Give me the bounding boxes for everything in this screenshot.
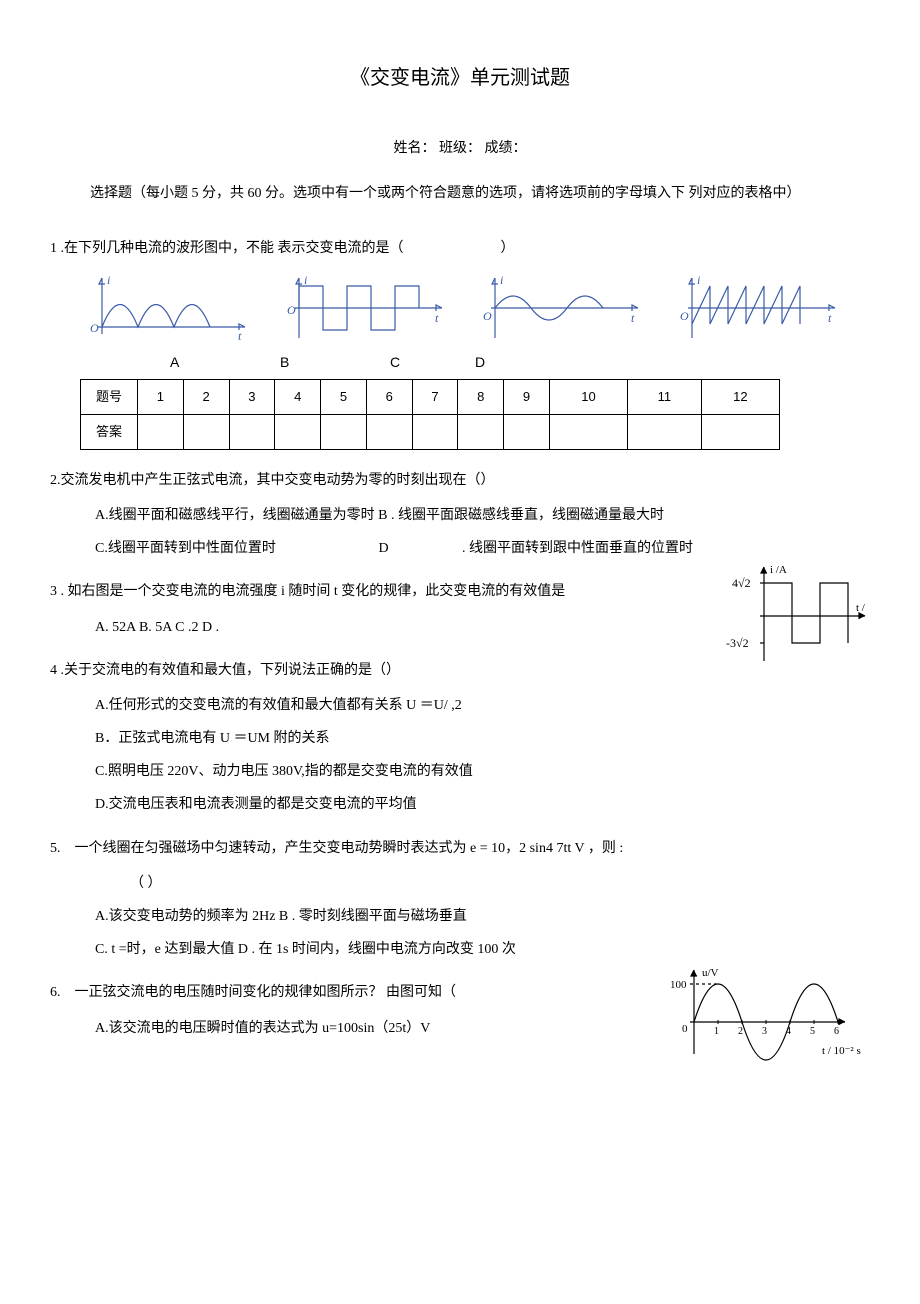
label-d: D (475, 350, 485, 375)
q6-zero: 0 (682, 1023, 688, 1035)
q3-i-label: i /A (770, 564, 787, 576)
instructions: 选择题（每小题 5 分，共 60 分。选项中有一个或两个符合题意的选项，请将选项… (90, 181, 830, 206)
answer-cell (549, 414, 627, 449)
axis-o-label: O (483, 309, 492, 323)
q2-opt-d-letter: D (379, 536, 459, 561)
student-info: 姓名： 班级： 成绩： (50, 136, 870, 161)
q6-t-label: t / 10⁻² s (822, 1045, 861, 1057)
waveform-d: i t O (670, 272, 840, 342)
row-header: 答案 (81, 414, 138, 449)
q3-t-label: t / (856, 602, 866, 614)
axis-t-label: t (828, 311, 832, 325)
col-num: 12 (701, 379, 779, 414)
answer-cell (458, 414, 504, 449)
col-num: 4 (275, 379, 321, 414)
q6-tick: 5 (810, 1026, 815, 1037)
name-label: 姓名： (394, 141, 436, 156)
axis-i-label: i (500, 273, 503, 287)
col-num: 7 (412, 379, 458, 414)
waveform-c: i t O (473, 272, 643, 342)
axis-o-label: O (90, 321, 99, 335)
label-c: C (390, 350, 475, 375)
q6-tick: 2 (738, 1026, 743, 1037)
q3-figure: i /A t / 4√2 -3√2 (720, 561, 870, 671)
q5-paren: （ ） (130, 871, 870, 896)
table-row: 答案 (81, 414, 780, 449)
q2-text: 2.交流发电机中产生正弦式电流，其中交变电动势为零的时刻出现在（） (50, 468, 870, 493)
q6-u-label: u/V (702, 967, 719, 979)
q1-text: 1 .在下列几种电流的波形图中，不能 表示交变电流的是（ ） (50, 236, 870, 261)
q6-tick: 1 (714, 1026, 719, 1037)
col-num: 2 (183, 379, 229, 414)
answer-cell (412, 414, 458, 449)
answer-cell (366, 414, 412, 449)
answer-table: 题号 1 2 3 4 5 6 7 8 9 10 11 12 答案 (80, 379, 780, 450)
answer-cell (138, 414, 184, 449)
class-label: 班级： (439, 141, 481, 156)
page-title: 《交变电流》单元测试题 (50, 60, 870, 96)
answer-cell (701, 414, 779, 449)
axis-t-label: t (631, 311, 635, 325)
label-b: B (280, 350, 390, 375)
q4-a: A.任何形式的交变电流的有效值和最大值都有关系 U ＝U/ ,2 (95, 693, 870, 718)
q1-waveforms: i t O i t O i t O i t O (80, 272, 840, 342)
q2-opt-c: C.线圈平面转到中性面位置时 (95, 536, 375, 561)
q5-text: 5. 一个线圈在匀强磁场中匀速转动，产生交变电动势瞬时表达式为 e = 10，2… (50, 836, 870, 861)
col-num: 11 (628, 379, 702, 414)
q1-stem: 1 .在下列几种电流的波形图中，不能 表示交变电流的是（ (50, 241, 404, 256)
q6-tick: 3 (762, 1026, 767, 1037)
col-num: 9 (504, 379, 550, 414)
axis-o-label: O (287, 303, 296, 317)
answer-cell (628, 414, 702, 449)
col-num: 10 (549, 379, 627, 414)
row-header: 题号 (81, 379, 138, 414)
answer-cell (321, 414, 367, 449)
axis-t-label: t (435, 311, 439, 325)
q6-tick: 4 (786, 1026, 791, 1037)
table-row: 题号 1 2 3 4 5 6 7 8 9 10 11 12 (81, 379, 780, 414)
waveform-a: i t O (80, 272, 250, 342)
q2-opt-ab: A.线圈平面和磁感线平行，线圈磁通量为零时 B . 线圈平面跟磁感线垂直，线圈磁… (95, 503, 870, 528)
q3-top-val: 4√2 (732, 576, 751, 590)
q6-peak: 100 (670, 979, 687, 991)
waveform-b: i t O (277, 272, 447, 342)
answer-cell (183, 414, 229, 449)
axis-i-label: i (107, 273, 110, 287)
label-a: A (170, 350, 280, 375)
axis-t-label: t (238, 329, 242, 342)
answer-cell (275, 414, 321, 449)
col-num: 1 (138, 379, 184, 414)
axis-i-label: i (304, 273, 307, 287)
score-label: 成绩： (485, 141, 527, 156)
axis-o-label: O (680, 309, 689, 323)
q5-cd: C. t =时，e 达到最大值 D . 在 1s 时间内，线圈中电流方向改变 1… (95, 937, 870, 962)
q5-ab: A.该交变电动势的频率为 2Hz B . 零时刻线圈平面与磁场垂直 (95, 904, 870, 929)
q4-c: C.照明电压 220V、动力电压 380V,指的都是交变电流的有效值 (95, 759, 870, 784)
q3-bot-val: -3√2 (726, 636, 749, 650)
answer-cell (504, 414, 550, 449)
q2-opt-d-text: . 线圈平面转到跟中性面垂直的位置时 (462, 536, 693, 561)
col-num: 3 (229, 379, 275, 414)
q1-option-labels: A B C D (110, 350, 870, 375)
q2-opt-cd: C.线圈平面转到中性面位置时 D . 线圈平面转到跟中性面垂直的位置时 (95, 536, 870, 561)
q6-tick: 6 (834, 1026, 839, 1037)
answer-cell (229, 414, 275, 449)
col-num: 6 (366, 379, 412, 414)
col-num: 8 (458, 379, 504, 414)
q4-d: D.交流电压表和电流表测量的都是交变电流的平均值 (95, 792, 870, 817)
axis-i-label: i (697, 273, 700, 287)
col-num: 5 (321, 379, 367, 414)
q4-b: B．正弦式电流电有 U ＝UM 附的关系 (95, 726, 870, 751)
q6-figure: u/V 100 0 1 2 3 4 5 6 t / 10⁻² s (670, 962, 870, 1062)
q1-close-paren: ） (501, 241, 515, 256)
